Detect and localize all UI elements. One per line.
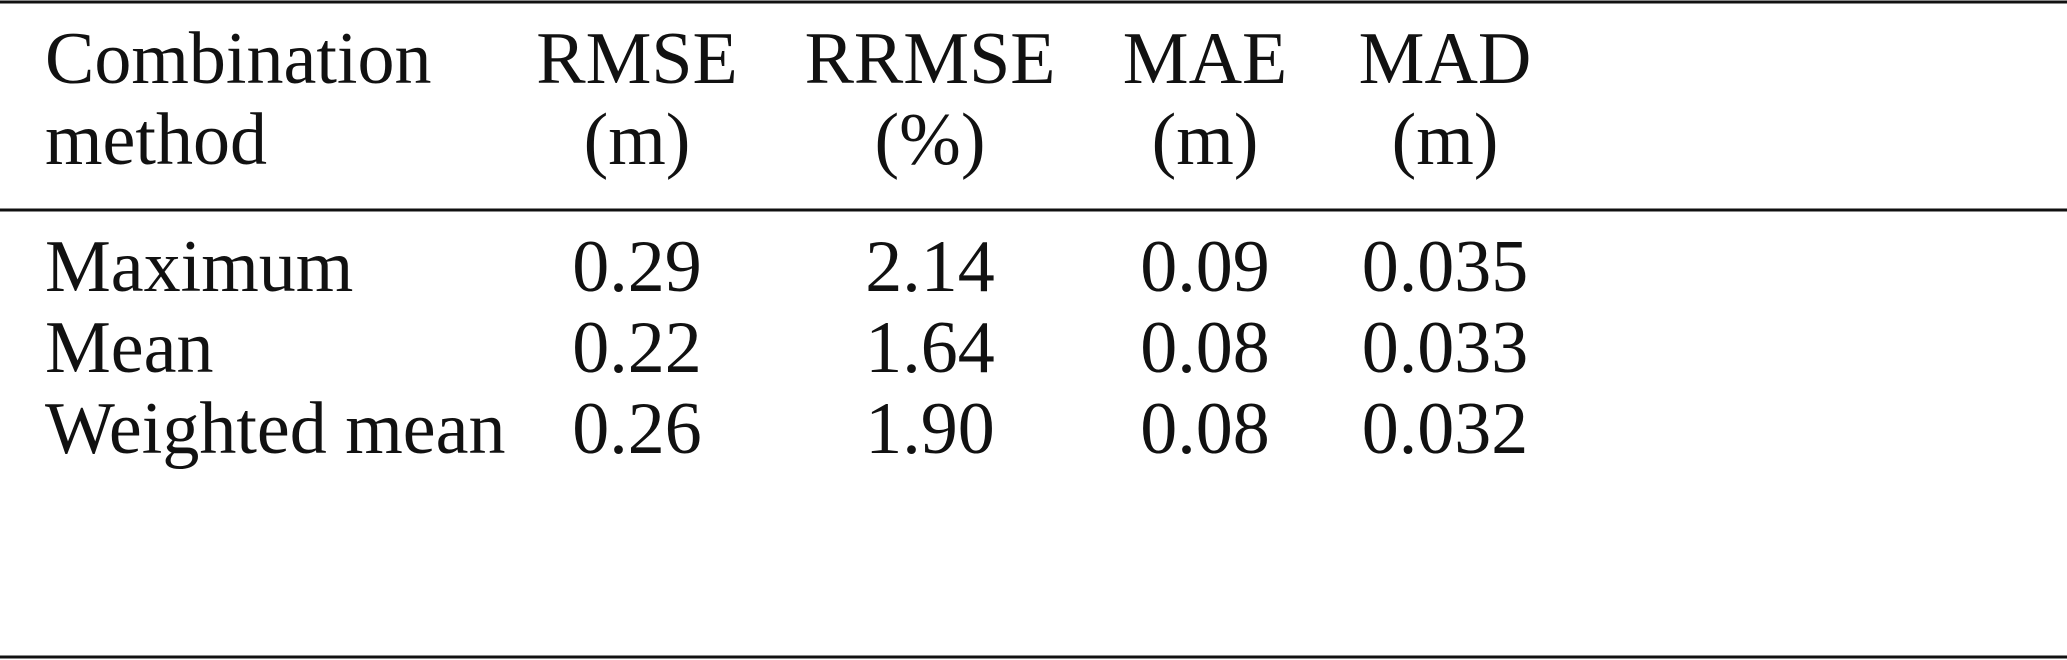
table-cell: 0.08	[1140, 307, 1270, 389]
table-cell: 0.032	[1362, 388, 1529, 470]
row-label: Mean	[45, 307, 214, 389]
row-label: Maximum	[45, 226, 353, 308]
table-cell: 2.14	[865, 226, 995, 308]
table-cell: 1.64	[865, 307, 995, 389]
table-cell: 0.08	[1140, 388, 1270, 470]
header-cell: MAE	[1123, 18, 1287, 100]
row-label: Weighted mean	[45, 388, 505, 470]
header-cell: (%)	[875, 99, 986, 181]
header-cell: (m)	[1392, 99, 1499, 181]
table-cell: 1.90	[865, 388, 995, 470]
table-cell: 0.29	[572, 226, 702, 308]
header-cell: (m)	[1152, 99, 1259, 181]
header-cell: method	[45, 99, 267, 181]
table-cell: 0.035	[1362, 226, 1529, 308]
header-cell: RMSE	[536, 18, 738, 100]
header-cell: RRMSE	[805, 18, 1056, 100]
header-cell: Combination	[45, 18, 431, 100]
table-cell: 0.09	[1140, 226, 1270, 308]
table-cell: 0.033	[1362, 307, 1529, 389]
header-cell: (m)	[584, 99, 691, 181]
table-cell: 0.22	[572, 307, 702, 389]
table-cell: 0.26	[572, 388, 702, 470]
header-cell: MAD	[1359, 18, 1532, 100]
